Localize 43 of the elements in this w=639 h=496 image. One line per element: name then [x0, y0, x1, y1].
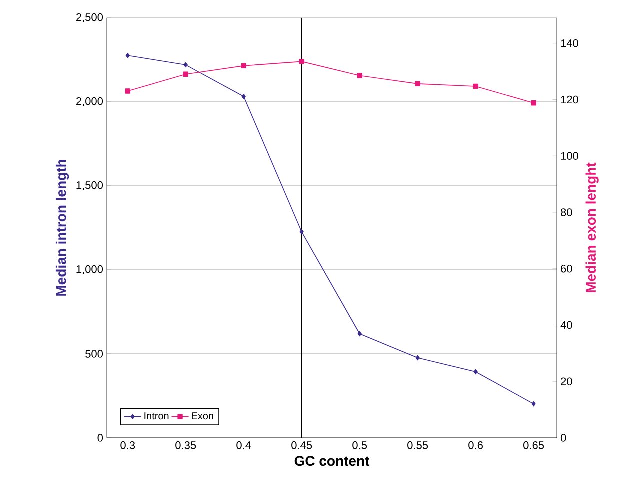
y-tick-label: 1,500	[76, 181, 104, 191]
y-tick-label: 2,500	[76, 13, 104, 23]
x-tick-label: 0.65	[524, 442, 544, 450]
y-tick-label: 0	[98, 434, 104, 442]
point	[183, 72, 188, 77]
y2-tick-label: 60	[561, 264, 572, 273]
x-tick-label: 0.4	[236, 442, 252, 450]
x-tick-label: 0.35	[176, 442, 196, 450]
y2-tick-label: 80	[561, 208, 572, 216]
x-axis-title: GC content	[294, 456, 370, 466]
x-tick-label: 0.6	[468, 442, 483, 450]
y2-tick-label: 40	[560, 321, 572, 330]
point	[415, 81, 420, 87]
x-tick-label: 0.3	[120, 442, 136, 450]
y2-tick-label: 140	[561, 39, 578, 48]
y2-tick-label: 20	[561, 378, 572, 386]
point	[416, 355, 420, 361]
point	[358, 331, 362, 337]
x-tick-label: 0.45	[292, 442, 312, 450]
x-tick-label: 0.55	[408, 442, 428, 450]
y2-axis-title: Median exon lenght	[586, 162, 599, 292]
legend-label: Exon	[192, 412, 214, 420]
point	[125, 88, 130, 94]
legend-label: Intron	[144, 412, 169, 420]
point	[532, 401, 536, 407]
y-axis-title: Median intron length	[56, 160, 70, 296]
y2-tick-label: 120	[561, 96, 578, 104]
point	[474, 369, 478, 375]
y2-tick-label: 0	[560, 434, 566, 442]
point	[357, 73, 362, 78]
point	[300, 229, 304, 235]
y-tick-label: 1,000	[76, 265, 104, 275]
point	[184, 62, 188, 68]
y-tick-label: 500	[86, 350, 104, 358]
x-tick-label: 0.5	[352, 442, 368, 450]
point	[126, 53, 130, 58]
y-tick-label: 2,000	[76, 97, 104, 107]
point	[531, 100, 536, 106]
point	[241, 63, 246, 69]
point	[242, 94, 246, 100]
point	[473, 84, 478, 90]
point	[299, 59, 304, 64]
y2-tick-label: 100	[561, 152, 578, 160]
